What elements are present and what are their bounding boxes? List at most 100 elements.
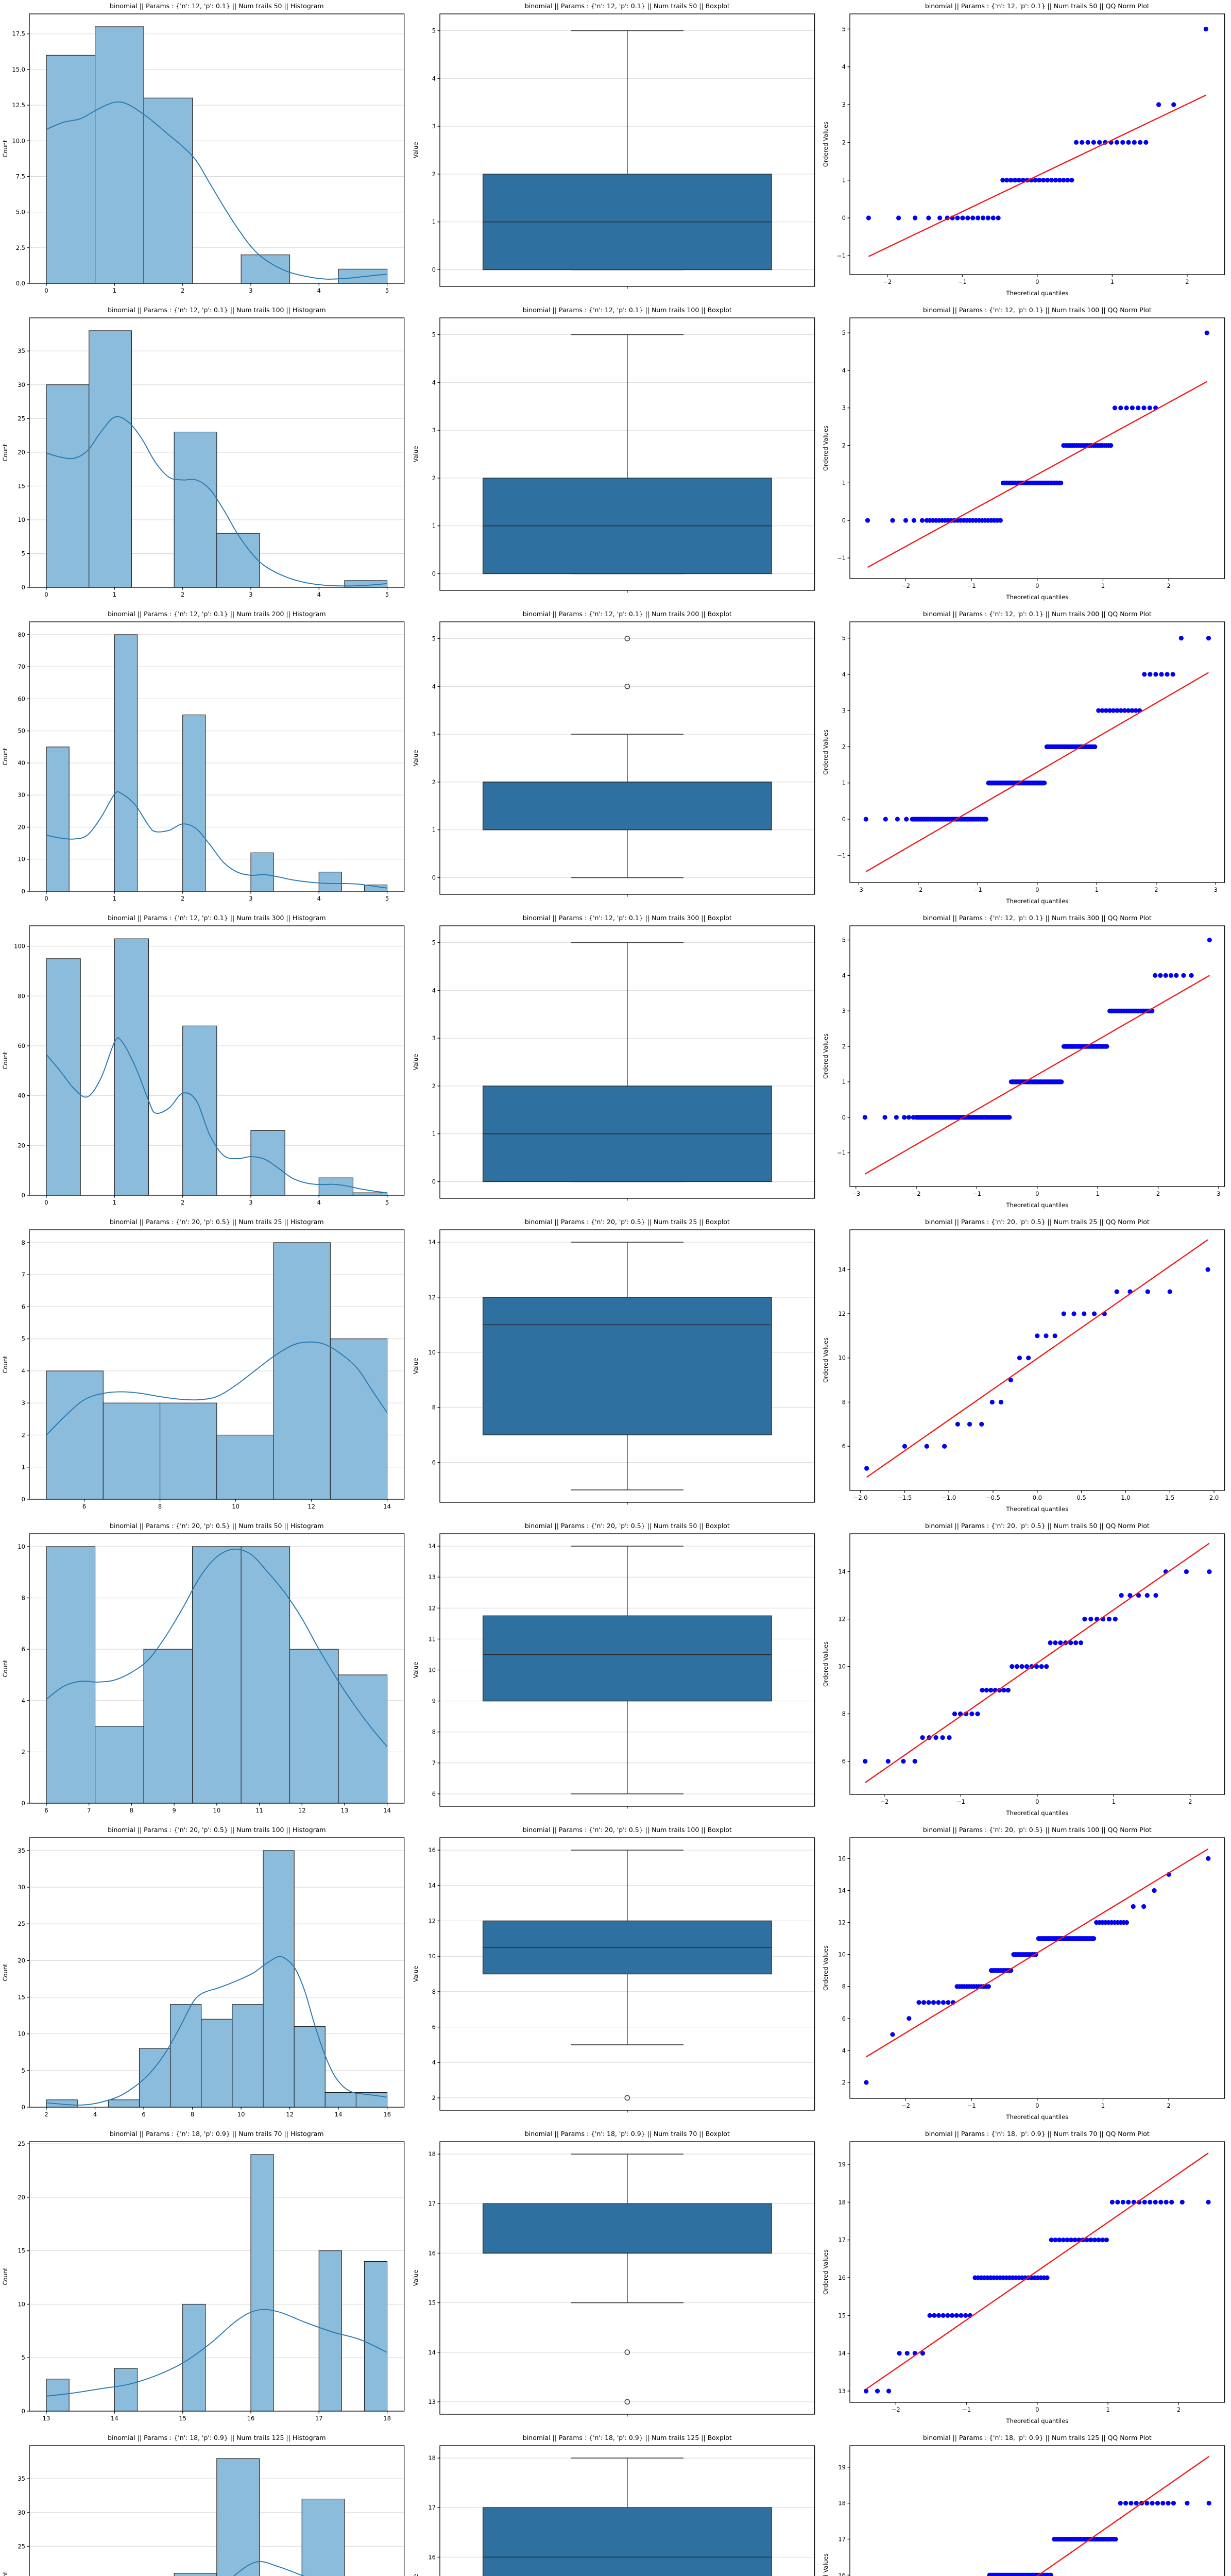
y-tick-label: 4 (842, 63, 846, 71)
y-tick-label: 3 (842, 707, 846, 714)
panel-title: binomial || Params : {'n': 12, 'p': 0.1}… (523, 610, 732, 618)
histogram-bars (46, 330, 388, 588)
qq-point (955, 1421, 961, 1427)
qq-point (864, 2388, 869, 2394)
qq-point (936, 2313, 942, 2318)
y-tick-label: 0 (842, 214, 846, 222)
qq-point (1179, 2199, 1185, 2205)
y-axis-label: Count (2, 140, 9, 158)
qq-panel-row-2: −1 0 1 2 3 4 5 −2 −1 0 1 2 binomial || Params : {'n'… (820, 304, 1231, 608)
histogram-bar (330, 1338, 388, 1500)
qq-point (1100, 2238, 1105, 2243)
histogram-bar (46, 55, 96, 284)
y-tick-label: 15.0 (12, 66, 25, 73)
qq-reference-line (865, 672, 1209, 872)
qq-point (1206, 2501, 1212, 2506)
x-axis-label: Theoretical quantiles (1006, 2113, 1069, 2121)
x-tick-label: −1 (967, 2102, 976, 2109)
box-panel-row-5: 6 8 10 12 14 binomial || Params : {'n': 20, '… (410, 1216, 821, 1520)
outlier-marker (624, 2399, 630, 2405)
qq-point (969, 1711, 974, 1717)
x-tick-label: 1.0 (1121, 1494, 1131, 1501)
qq-point (1115, 2199, 1120, 2205)
y-tick-label: 3 (432, 1035, 435, 1042)
panel-title: binomial || Params : {'n': 12, 'p': 0.1}… (110, 2, 324, 10)
panel-background (820, 0, 1231, 304)
y-tick-label: 4 (432, 75, 435, 82)
x-tick-label: −2 (914, 886, 923, 893)
y-tick-label: 1 (842, 177, 846, 184)
qq-point (1114, 1289, 1120, 1294)
qq-point (1127, 1593, 1133, 1598)
qq-point (990, 1399, 995, 1405)
qq-point (925, 1444, 930, 1449)
qq-point (1108, 443, 1114, 448)
qq-point (1120, 140, 1125, 145)
qq-point (950, 2313, 955, 2318)
qq-point (1171, 2501, 1176, 2506)
histogram-bar (46, 958, 81, 1196)
qq-points (863, 636, 1211, 822)
panel-title: binomial || Params : {'n': 12, 'p': 0.1}… (523, 306, 732, 314)
y-tick-label: 13 (428, 1573, 436, 1581)
plot-border (29, 1229, 405, 1500)
kde-curve (46, 1548, 388, 1748)
y-tick-label: 8 (842, 1983, 846, 1990)
qq-point (1088, 1617, 1093, 1622)
plot-border (29, 2445, 405, 2576)
qq-point (1107, 1617, 1112, 1622)
qq-point (990, 215, 996, 221)
x-axis-label: Theoretical quantiles (1006, 290, 1069, 297)
histogram-bars (46, 1546, 388, 1804)
y-axis-label: Count (2, 1963, 9, 1981)
qq-reference-line (866, 2153, 1209, 2390)
x-tick-label: −3 (854, 886, 863, 893)
x-tick-label: 10 (213, 1807, 221, 1814)
qq-panel-row-3: −1 0 1 2 3 4 5 −3 −2 −1 0 1 2 3 binomial || Params : {… (820, 608, 1231, 912)
box (482, 1615, 772, 1702)
histogram-bars (46, 938, 388, 1196)
qq-point (1096, 2238, 1101, 2243)
qq-point (1042, 781, 1047, 786)
outlier-marker (624, 2349, 630, 2355)
qq-point (920, 518, 925, 523)
box (482, 2203, 772, 2254)
panel-title: binomial || Params : {'n': 20, 'p': 0.5}… (110, 1218, 324, 1226)
qq-chart-row-5: 6 8 10 12 14 −2.0 −1.5 −1.0 −0.5 0.0 0.5 1.0 1.5 2.0 b… (820, 1216, 1231, 1520)
plot-border (29, 317, 405, 588)
y-axis-label: Count (2, 748, 9, 766)
y-tick-label: 0 (842, 816, 846, 823)
qq-point (1115, 708, 1120, 713)
qq-points (864, 1856, 1211, 2085)
qq-point (1126, 708, 1131, 713)
x-axis-label: Theoretical quantiles (1006, 594, 1069, 601)
hist-chart-row-9: 05101520253035131415161718binomial || Pa… (0, 2432, 411, 2576)
qq-point (1000, 178, 1005, 183)
panel-title: binomial || Params : {'n': 12, 'p': 0.1}… (925, 2, 1150, 10)
qq-point (1119, 1593, 1124, 1598)
y-tick-label: 5 (22, 2354, 25, 2361)
qq-point (1171, 102, 1176, 107)
x-tick-label: 12 (286, 2111, 294, 2118)
qq-point (1110, 2199, 1115, 2205)
panel-background (820, 1216, 1231, 1520)
qq-point (1205, 1267, 1210, 1272)
qq-points (987, 2501, 1212, 2576)
histogram-bar (301, 2499, 345, 2576)
qq-point (1132, 140, 1137, 145)
x-tick-label: 1 (1101, 582, 1105, 589)
qq-point (1080, 140, 1085, 145)
qq-point (1053, 2238, 1058, 2243)
qq-point (926, 2000, 931, 2005)
x-tick-label: 1 (113, 1199, 116, 1206)
qq-point (999, 1399, 1004, 1405)
qq-point (933, 1735, 938, 1740)
qq-point (896, 215, 901, 221)
x-tick-label: 14 (383, 1807, 391, 1814)
qq-point (1155, 2501, 1160, 2506)
y-tick-label: −1 (837, 252, 846, 259)
panel-title: binomial || Params : {'n': 18, 'p': 0.9}… (925, 2130, 1150, 2138)
y-tick-label: 8 (842, 1398, 846, 1405)
qq-point (947, 1735, 952, 1740)
x-tick-label: −2 (880, 1798, 889, 1805)
